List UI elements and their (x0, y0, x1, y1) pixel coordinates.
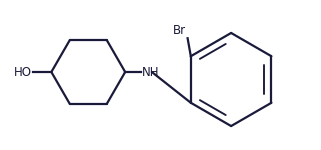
Text: NH: NH (142, 66, 159, 78)
Text: HO: HO (13, 66, 31, 78)
Text: Br: Br (173, 24, 186, 38)
